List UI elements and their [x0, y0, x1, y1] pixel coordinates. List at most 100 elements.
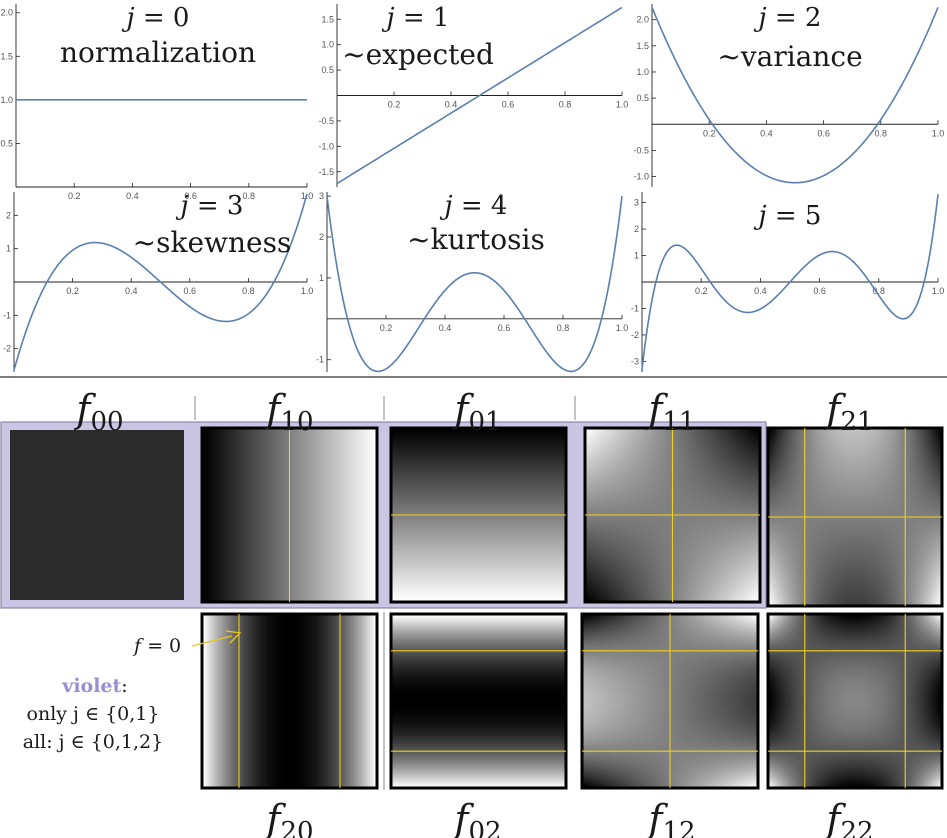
- image-f22: [768, 614, 942, 788]
- uniform-image: [10, 430, 184, 600]
- label-f20: f20: [263, 797, 313, 838]
- j-description: normalization: [60, 36, 256, 69]
- basis-image-f01: f01: [389, 387, 568, 604]
- x-tick-label: 0.8: [243, 191, 256, 201]
- x-tick-label: 0.8: [873, 286, 886, 296]
- image-border: [389, 612, 568, 790]
- x-tick-label: 1.0: [932, 128, 945, 138]
- x-tick-label: 0.4: [126, 191, 139, 201]
- x-tick-label: 0.6: [813, 286, 826, 296]
- plot-j5: 3 2 1 -1 -2 -3 0.2 0.4 0.6 0.8 1.0 j = 5: [631, 192, 944, 372]
- x-tick-label: 0.4: [439, 323, 452, 333]
- y-tick-label: 3: [634, 198, 639, 208]
- x-tick-label: 1.0: [616, 323, 629, 333]
- basis-image-f11: f11: [583, 387, 762, 604]
- y-tick-label: -3: [631, 356, 639, 366]
- zero-pointer-line: [191, 635, 233, 647]
- y-tick-label: 3: [319, 191, 324, 201]
- y-tick-label: 1.5: [636, 41, 649, 51]
- y-tick-label: -1.0: [633, 172, 649, 182]
- basis-image-f20: f20: [200, 612, 379, 838]
- y-tick-label: 1.0: [321, 40, 334, 50]
- violet-note: violet:: [61, 675, 127, 697]
- y-tick-label: -1: [316, 355, 324, 365]
- label-f12: f12: [645, 797, 695, 838]
- j-label: j = 1: [382, 3, 450, 33]
- basis-image-f22: f22: [766, 612, 944, 838]
- basis-image-f12: f12: [580, 612, 760, 838]
- label-f10: f10: [263, 387, 313, 437]
- x-tick-label: 0.6: [817, 128, 830, 138]
- curve-j4: [326, 195, 623, 373]
- x-tick-label: 0.8: [559, 100, 572, 110]
- image-f02: [391, 614, 566, 788]
- y-tick-label: 2.0: [636, 15, 649, 25]
- y-tick-label: 1.5: [0, 51, 13, 61]
- y-tick-label: 1.0: [0, 95, 13, 105]
- basis-image-f02: f02: [389, 612, 568, 838]
- y-tick-label: 1.0: [636, 67, 649, 77]
- x-tick-label: 0.6: [502, 100, 515, 110]
- zero-label-f: f: [132, 635, 144, 657]
- zero-pointer-arrowhead: [225, 630, 242, 644]
- label-f00: f00: [73, 387, 123, 437]
- y-tick-label: 1: [319, 273, 324, 283]
- y-tick-label: 2.0: [0, 8, 13, 18]
- x-tick-label: 0.2: [695, 286, 708, 296]
- image-border: [766, 612, 944, 790]
- y-tick-label: -2: [3, 344, 11, 354]
- basis-image-f21: f21: [766, 387, 944, 608]
- violet-colon: :: [121, 675, 127, 697]
- zero-label: f = 0: [132, 635, 181, 657]
- x-tick-label: 0.2: [68, 191, 81, 201]
- basis-image-f10: f10: [200, 387, 379, 604]
- j-label: j = 3: [176, 191, 244, 221]
- x-tick-label: 1.0: [616, 100, 629, 110]
- violet-word: violet: [61, 675, 121, 697]
- y-tick-label: -1: [3, 310, 11, 320]
- y-tick-label: 2: [6, 210, 11, 220]
- y-tick-label: 2: [319, 232, 324, 242]
- y-tick-label: 1: [6, 244, 11, 254]
- zero-label-rest: = 0: [141, 635, 181, 657]
- only-j-note: only j ∈ {0,1}: [27, 703, 160, 725]
- plot-j3: 2 1 -1 -2 0.2 0.4 0.6 0.8 1.0 j = 3 ~skewness: [3, 191, 313, 372]
- j-label: j = 5: [754, 201, 822, 231]
- label-f11: f11: [645, 387, 695, 437]
- plot-j0: 2.01.51.00.50.2 0.4 0.6 0.8 1.0j = 0normaliz…: [0, 3, 313, 201]
- y-tick-label: -0.5: [633, 145, 649, 155]
- y-tick-label: -1.5: [318, 167, 334, 177]
- label-f02: f02: [451, 797, 501, 838]
- x-tick-label: 0.2: [380, 323, 393, 333]
- x-tick-label: 0.6: [184, 286, 197, 296]
- x-tick-label: 0.2: [66, 286, 79, 296]
- x-tick-label: 0.2: [388, 100, 401, 110]
- label-f01: f01: [451, 387, 501, 437]
- x-tick-label: 0.4: [760, 128, 773, 138]
- y-tick-label: 0.5: [0, 138, 13, 148]
- curve-j2: [651, 7, 939, 184]
- j-description: ~variance: [717, 40, 862, 73]
- all-j-note: all: j ∈ {0,1,2}: [23, 731, 163, 753]
- j-description: ~skewness: [133, 226, 292, 259]
- plot-j1: 1.5 1.0 0.5 -0.5 -1.0 -1.5 0.2 0.4 0.6 0.8 1.0 j = …: [318, 3, 628, 187]
- x-tick-label: 1.0: [301, 286, 314, 296]
- y-tick-label: 1: [634, 251, 639, 261]
- x-tick-label: 1.0: [932, 286, 945, 296]
- x-tick-label: 0.2: [703, 128, 716, 138]
- j-label: j = 2: [754, 3, 822, 33]
- x-tick-label: 0.8: [557, 323, 570, 333]
- j-label: j = 0: [122, 3, 190, 33]
- j-description: ~expected: [342, 38, 494, 71]
- image-f20: [202, 614, 377, 788]
- x-tick-label: 0.8: [875, 128, 888, 138]
- x-tick-label: 0.4: [754, 286, 767, 296]
- label-f21: f21: [823, 387, 873, 437]
- y-tick-label: -0.5: [318, 116, 334, 126]
- y-tick-label: -2: [631, 330, 639, 340]
- y-tick-label: -1.0: [318, 141, 334, 151]
- y-tick-label: 2: [634, 224, 639, 234]
- x-tick-label: 0.8: [242, 286, 255, 296]
- basis-image-f00: f00: [10, 387, 184, 600]
